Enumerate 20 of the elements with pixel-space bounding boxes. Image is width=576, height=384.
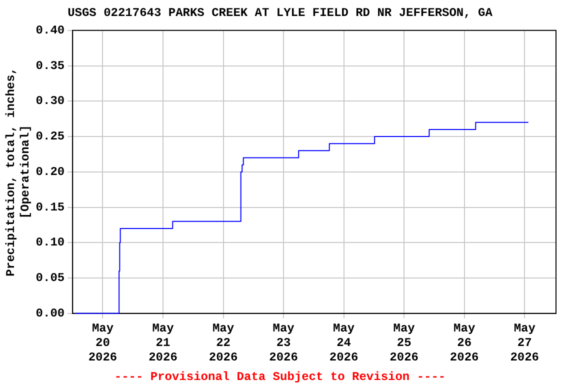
x-tick-label: May 21 2026 — [148, 322, 178, 364]
x-tick-label: May 26 2026 — [450, 322, 479, 364]
y-tick-label: 0.40 — [36, 23, 65, 38]
y-tick-label: 0.30 — [36, 94, 65, 108]
x-tick-label: May 25 2026 — [390, 322, 418, 364]
y-tick-label: 0.20 — [36, 164, 65, 179]
x-tick-label: May 27 2026 — [510, 322, 540, 364]
y-tick-label: 0.10 — [36, 236, 65, 250]
y-tick-label: 0.15 — [36, 200, 65, 214]
x-tick-label: May 22 2026 — [208, 322, 238, 364]
text: ---- Provisional Data Subject to Revision ---- — [114, 370, 446, 384]
x-tick-label: May 23 2026 — [269, 322, 298, 364]
x-tick-label: May 24 2026 — [329, 322, 358, 364]
chart-title: USGS 02217643 PARKS CREEK AT LYLE FIELD RD NR JEFFERSON, GA — [68, 6, 494, 20]
y-tick-label: 0.25 — [36, 130, 65, 144]
y-tick-label: 0.05 — [36, 271, 65, 286]
y-tick-label: 0.00 — [36, 306, 65, 320]
y-tick-label: 0.35 — [36, 58, 65, 73]
y-axis-title: Precipitation, total, inches, [Operational] — [4, 67, 33, 276]
x-tick-label: May 20 2026 — [88, 322, 118, 364]
